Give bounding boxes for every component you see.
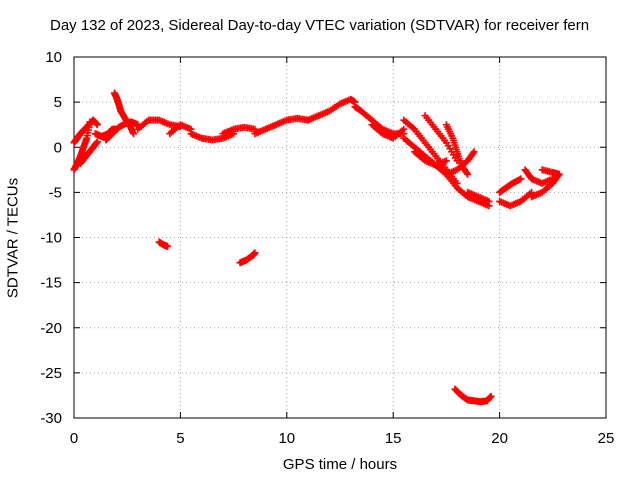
series-arc-i	[187, 130, 238, 144]
x-tick-label: 20	[491, 430, 508, 447]
series-arc-l	[236, 249, 259, 267]
data-point	[93, 121, 101, 129]
series-arc-p	[368, 121, 408, 142]
series-arc-j	[219, 123, 259, 138]
series-arc-f	[102, 118, 142, 144]
series-arc-ab	[528, 170, 563, 201]
y-tick-label: 5	[54, 94, 62, 111]
series-arc-b	[70, 116, 101, 147]
series-arc-aa	[521, 166, 557, 187]
series-arc-x	[451, 385, 495, 406]
data-point	[487, 392, 495, 400]
axis-ticks: 0 5 10 15 20 25 -30 -25 -20 -15 -10 -5 0 5 10	[40, 49, 614, 447]
data-point	[93, 138, 101, 146]
series-arc-s	[421, 112, 461, 165]
data-point	[453, 179, 461, 187]
data-point	[555, 170, 563, 178]
chart-title: Day 132 of 2023, Sidereal Day-to-day VTE…	[50, 17, 590, 34]
series-arc-y	[496, 175, 525, 196]
y-axis-label: SDTVAR / TECUs	[4, 177, 22, 299]
data-point	[164, 243, 172, 251]
series-arc-c	[76, 138, 101, 167]
y-tick-label: -15	[40, 275, 62, 292]
y-tick-label: -30	[40, 410, 62, 427]
data-point	[470, 148, 478, 156]
y-tick-label: 10	[45, 49, 62, 66]
data-point	[463, 169, 471, 177]
data-points	[70, 89, 563, 406]
x-tick-label: 5	[176, 430, 184, 447]
x-tick-label: 10	[278, 430, 295, 447]
data-point	[485, 197, 493, 205]
series-arc-v	[410, 148, 450, 169]
series-arc-u	[442, 148, 478, 178]
x-tick-label: 15	[385, 430, 402, 447]
series-arc-ac	[538, 166, 563, 178]
y-tick-label: -5	[49, 184, 62, 201]
data-point	[517, 175, 525, 183]
x-tick-label: 25	[598, 430, 615, 447]
series-arc-m	[251, 114, 312, 138]
series-arc-k	[155, 238, 172, 251]
data-point	[251, 249, 259, 257]
series-arc-n	[304, 95, 359, 124]
series-arc-w	[464, 188, 493, 205]
y-tick-label: -10	[40, 230, 62, 247]
data-point	[130, 130, 138, 138]
y-tick-label: 0	[54, 139, 62, 156]
series-arc-h	[166, 121, 195, 138]
x-axis-label: GPS time / hours	[282, 456, 398, 473]
y-tick-label: -25	[40, 365, 62, 382]
data-point	[464, 170, 472, 178]
data-point	[469, 149, 477, 157]
data-point	[400, 125, 408, 133]
data-point	[442, 157, 450, 165]
x-tick-label: 0	[70, 430, 78, 447]
series-arc-z	[496, 188, 536, 210]
grid-lines	[74, 57, 606, 418]
y-tick-label: -20	[40, 320, 62, 337]
